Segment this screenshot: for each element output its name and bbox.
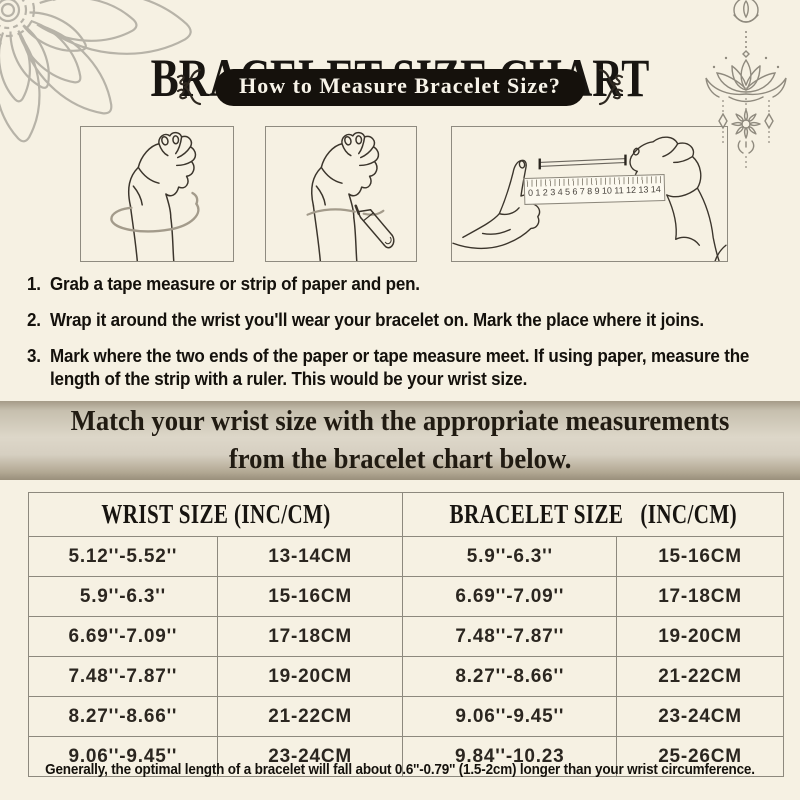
- curly-flourish-left-icon: [176, 68, 202, 106]
- curly-flourish-right-icon: [598, 68, 624, 106]
- wrist-inches: 6.69''-7.09'': [28, 616, 218, 657]
- banner-line-2: from the bracelet chart below.: [228, 442, 572, 475]
- table-row: 5.12''-5.52'' 13-14CM 5.9''-6.3'' 15-16C…: [28, 536, 784, 577]
- hand-drawing: [127, 131, 197, 261]
- table-row: 7.48''-7.87'' 19-20CM 8.27''-8.66'' 21-2…: [28, 656, 784, 697]
- step-1: 1. Grab a tape measure or strip of paper…: [27, 272, 774, 295]
- ruler: 0 1 2 3 4 5 6 7 8 9 10 11 12 13 14: [523, 174, 666, 205]
- wrist-size-header: WRIST SIZE (INC/CM): [27, 492, 404, 537]
- step-number: 1.: [27, 273, 41, 294]
- tape-loop: [110, 191, 200, 233]
- bracelet-cm: 21-22CM: [616, 656, 784, 697]
- instruction-steps: 1. Grab a tape measure or strip of paper…: [27, 272, 774, 404]
- wrist-inches: 8.27''-8.66'': [28, 696, 218, 737]
- banner-line-1: Match your wrist size with the appropria…: [70, 404, 730, 437]
- size-chart-table: WRIST SIZE (INC/CM) BRACELET SIZE (INC/C…: [27, 492, 784, 777]
- wrist-inches: 9.06''-9.45'': [28, 736, 218, 777]
- step-text: Wrap it around the wrist you'll wear you…: [50, 309, 704, 331]
- wrist-cm: 23-24CM: [216, 736, 404, 777]
- bracelet-inches: 5.9''-6.3'': [402, 536, 618, 577]
- bracelet-cm: 23-24CM: [616, 696, 784, 737]
- mandala-flower-icon: [0, 0, 196, 145]
- step-text: Grab a tape measure or strip of paper an…: [50, 273, 420, 294]
- step-3: 3. Mark where the two ends of the paper …: [27, 344, 774, 390]
- bracelet-cm: 19-20CM: [616, 616, 784, 657]
- ruler-measure-illustration: 0 1 2 3 4 5 6 7 8 9 10 11 12 13 14: [451, 126, 728, 262]
- bracelet-cm: 15-16CM: [616, 536, 784, 577]
- table-header-row: WRIST SIZE (INC/CM) BRACELET SIZE (INC/C…: [27, 492, 784, 537]
- wrap-wrist-illustration: [80, 126, 234, 262]
- ruler-scale: 0 1 2 3 4 5 6 7 8 9 10 11 12 13 14: [527, 184, 661, 198]
- wrist-cm: 15-16CM: [216, 576, 404, 617]
- right-hand-drawing: [629, 136, 727, 261]
- step-text: Mark where the two ends of the paper or …: [50, 345, 750, 390]
- hand-drawing: [310, 131, 380, 261]
- step-number: 2.: [27, 309, 41, 331]
- table-row: 9.06''-9.45'' 23-24CM 9.84''-10.23 25-26…: [28, 736, 784, 777]
- step-2: 2. Wrap it around the wrist you'll wear …: [27, 308, 774, 331]
- bracelet-inches: 7.48''-7.87'': [402, 616, 618, 657]
- badge-row: How to Measure Bracelet Size?: [0, 66, 800, 108]
- match-size-banner: Match your wrist size with the appropria…: [0, 401, 800, 480]
- footer-note: Generally, the optimal length of a brace…: [45, 761, 755, 778]
- wrist-inches: 7.48''-7.87'': [28, 656, 218, 697]
- wrist-cm: 17-18CM: [216, 616, 404, 657]
- paper-strip: [538, 154, 627, 170]
- wrist-inches: 5.12''-5.52'': [28, 536, 218, 577]
- bracelet-inches: 9.06''-9.45'': [402, 696, 618, 737]
- bracelet-inches: 9.84''-10.23: [402, 736, 618, 777]
- bracelet-inches: 8.27''-8.66'': [402, 656, 618, 697]
- wrist-cm: 19-20CM: [216, 656, 404, 697]
- bracelet-size-header: BRACELET SIZE (INC/CM): [402, 492, 784, 537]
- table-row: 5.9''-6.3'' 15-16CM 6.69''-7.09'' 17-18C…: [28, 576, 784, 617]
- bracelet-inches: 6.69''-7.09'': [402, 576, 618, 617]
- table-row: 6.69''-7.09'' 17-18CM 7.48''-7.87'' 19-2…: [28, 616, 784, 657]
- badge-how-to-measure: How to Measure Bracelet Size?: [215, 68, 585, 106]
- wrist-cm: 13-14CM: [216, 536, 404, 577]
- wrist-inches: 5.9''-6.3'': [28, 576, 218, 617]
- step-number: 3.: [27, 345, 41, 367]
- lotus-charm-icon: [705, 0, 787, 168]
- table-row: 8.27''-8.66'' 21-22CM 9.06''-9.45'' 23-2…: [28, 696, 784, 737]
- wrist-cm: 21-22CM: [216, 696, 404, 737]
- bracelet-cm: 17-18CM: [616, 576, 784, 617]
- mark-wrist-illustration: [265, 126, 417, 262]
- bracelet-cm: 25-26CM: [616, 736, 784, 777]
- marker-pen: [354, 204, 395, 249]
